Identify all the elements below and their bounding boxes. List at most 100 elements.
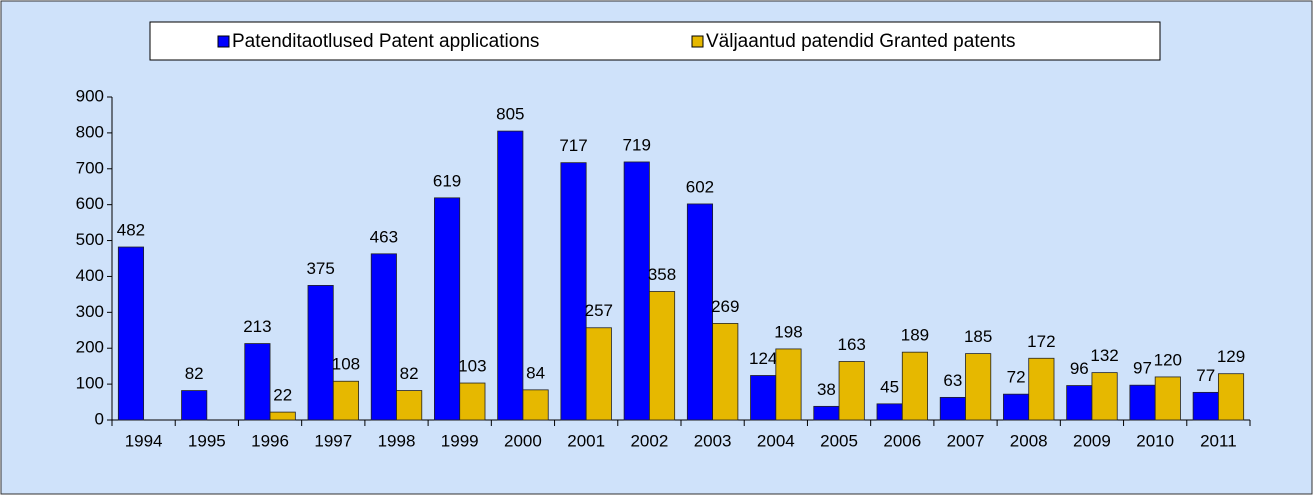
x-tick-label: 1995 [188,431,226,450]
legend-swatch [217,35,230,48]
data-label: 358 [648,265,676,284]
x-tick-label: 1997 [314,431,352,450]
data-label: 172 [1027,332,1055,351]
bar [648,291,676,421]
bar [497,130,524,421]
bar [775,348,802,421]
bar [876,403,903,421]
bar [901,351,928,421]
bar [585,327,612,421]
x-tick-label: 2003 [694,431,732,450]
data-label: 96 [1070,359,1089,378]
bar [1154,376,1181,421]
legend: Patenditaotlused Patent applications Välj… [149,21,1161,61]
data-label: 124 [749,349,777,368]
bar [396,390,423,421]
data-label: 717 [559,136,587,155]
bar [813,405,840,421]
x-tick-label: 2004 [757,431,795,450]
data-label: 129 [1217,347,1245,366]
legend-box [149,21,1161,61]
x-tick-label: 2008 [1010,431,1048,450]
data-label: 719 [623,135,651,154]
bar [1129,384,1156,421]
y-tick-label: 900 [76,86,104,105]
x-tick-label: 2011 [1200,431,1237,450]
data-label: 375 [306,259,334,278]
bar [1091,372,1118,421]
bar [1028,357,1055,421]
data-label: 163 [838,335,866,354]
data-label: 82 [185,364,204,383]
data-label: 619 [433,171,461,190]
bar [370,253,397,421]
data-label: 72 [1007,368,1026,387]
bar [181,390,208,421]
x-tick-label: 1998 [378,431,416,450]
x-tick-label: 1999 [441,431,479,450]
y-tick-label: 700 [76,158,104,177]
data-label: 185 [964,327,992,346]
bar [1003,393,1030,421]
y-tick-label: 100 [76,374,104,393]
bar [117,246,145,421]
y-tick-label: 800 [76,122,104,141]
bar [269,411,296,421]
data-label: 269 [711,297,739,316]
data-label: 482 [117,220,145,239]
data-label: 602 [686,177,714,196]
bar [750,375,777,421]
data-label: 132 [1090,346,1118,365]
bar [686,203,714,421]
data-label: 463 [370,227,398,246]
bar [939,396,966,421]
bar [244,343,271,421]
bar [712,323,739,421]
bar [1192,391,1219,421]
legend-label: Väljaantud patendid Granted patents [706,31,1016,52]
data-label: 103 [458,357,486,376]
x-tick-label: 2002 [630,431,668,450]
data-label: 22 [273,386,292,405]
data-label: 97 [1133,359,1152,378]
data-label: 82 [400,364,419,383]
x-tick-label: 2001 [567,431,605,450]
bar [1217,373,1245,421]
x-tick-label: 2010 [1136,431,1174,450]
x-tick-label: 2006 [883,431,921,450]
y-tick-label: 600 [76,194,104,213]
data-label: 38 [817,380,836,399]
bar [965,353,992,421]
bar [307,285,334,421]
data-label: 108 [332,355,360,374]
data-label: 805 [496,105,524,124]
legend-label: Patenditaotlused Patent applications [232,31,539,52]
x-tick-label: 1994 [125,431,163,450]
data-label: 84 [526,363,545,382]
data-label: 213 [243,317,271,336]
bar [623,161,650,421]
x-tick-label: 2005 [820,431,858,450]
bar [522,389,549,421]
data-label: 198 [774,322,802,341]
x-tick-label: 2007 [947,431,985,450]
data-label: 63 [943,371,962,390]
bar [560,162,587,421]
y-tick-label: 400 [76,266,104,285]
bar [459,382,486,421]
y-tick-label: 200 [76,338,104,357]
x-tick-label: 1996 [251,431,289,450]
y-tick-label: 500 [76,230,104,249]
data-label: 189 [901,326,929,345]
legend-swatch [691,35,704,48]
data-label: 257 [585,301,613,320]
y-tick-label: 0 [95,409,104,428]
data-label: 120 [1154,350,1182,369]
bar [434,197,461,421]
data-label: 45 [880,377,899,396]
bar [332,380,359,421]
data-label: 77 [1196,366,1215,385]
y-tick-label: 300 [76,302,104,321]
x-tick-label: 2000 [504,431,542,450]
